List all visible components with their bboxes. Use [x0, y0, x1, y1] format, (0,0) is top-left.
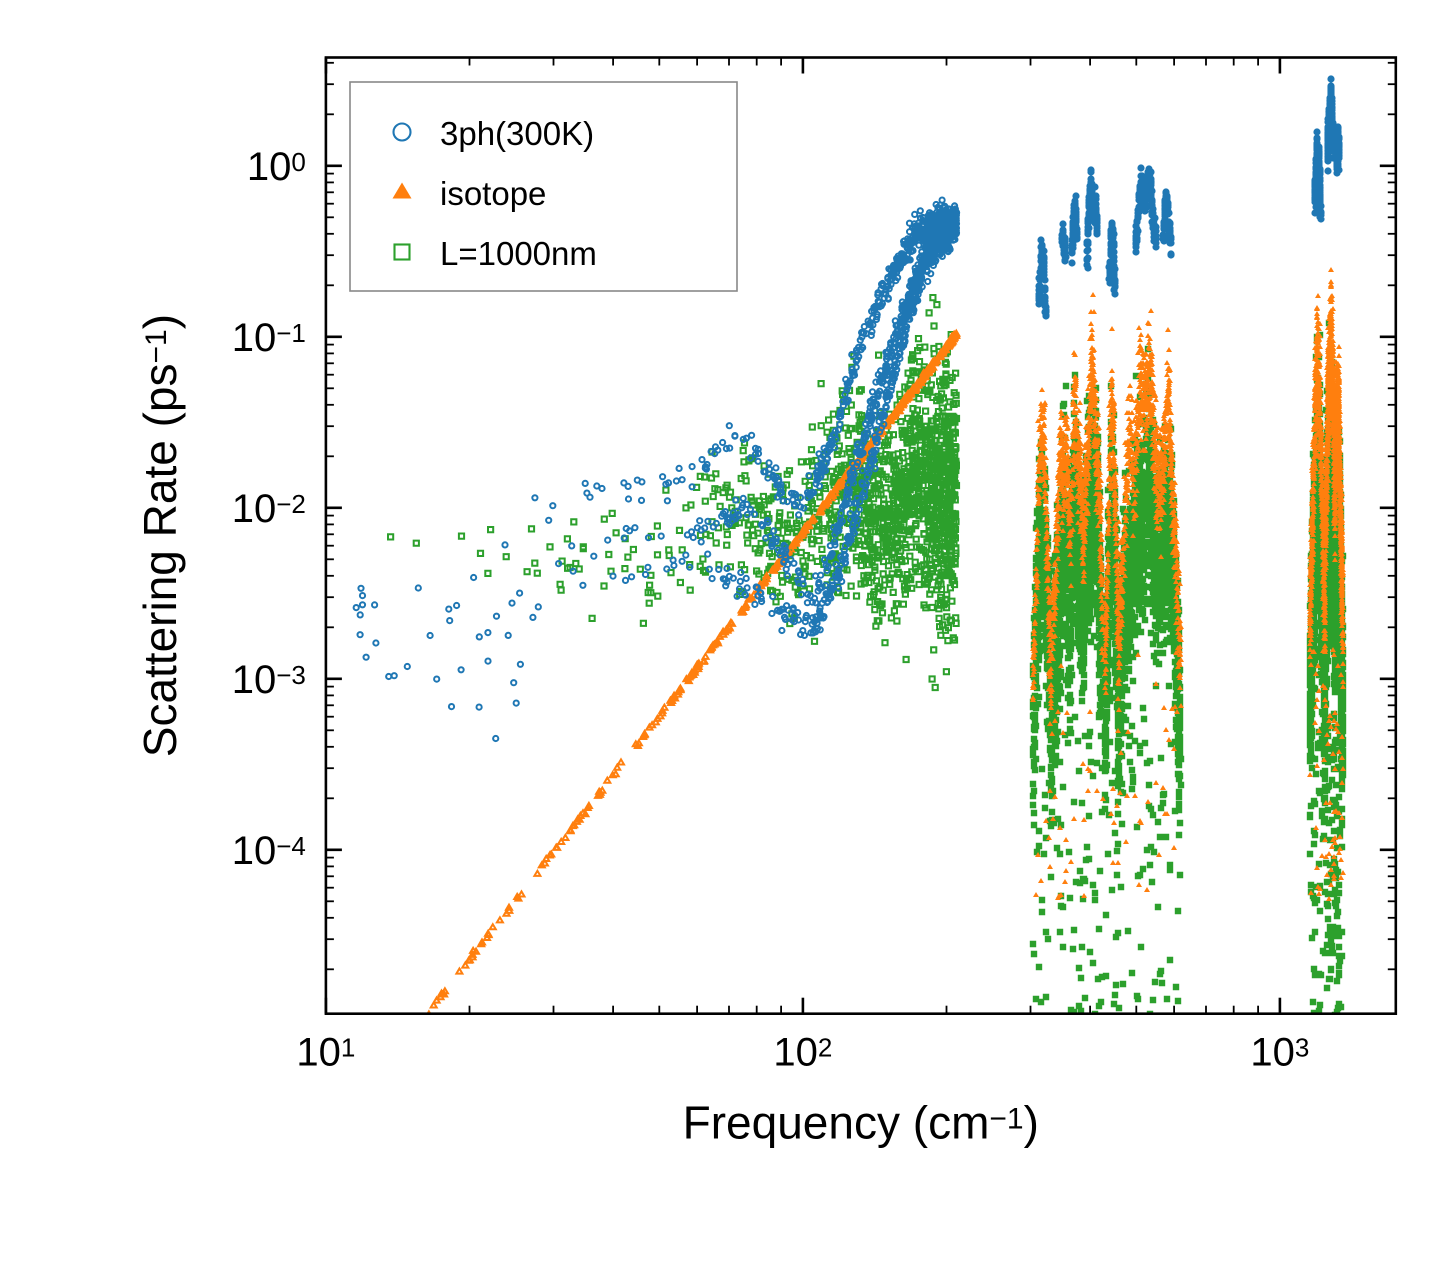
svg-text:100: 100: [247, 145, 306, 189]
svg-text:L=1000nm: L=1000nm: [440, 235, 597, 272]
svg-text:101: 101: [296, 1031, 355, 1075]
svg-text:102: 102: [773, 1031, 832, 1075]
svg-text:10−4: 10−4: [232, 829, 306, 873]
svg-text:10−2: 10−2: [232, 487, 306, 531]
svg-text:3ph(300K): 3ph(300K): [440, 115, 594, 152]
svg-text:10−1: 10−1: [232, 316, 306, 360]
svg-text:Scattering Rate (ps−1): Scattering Rate (ps−1): [134, 314, 186, 757]
svg-text:103: 103: [1250, 1031, 1309, 1075]
svg-text:10−3: 10−3: [232, 658, 306, 702]
svg-text:isotope: isotope: [440, 175, 546, 212]
svg-text:Frequency (cm−1): Frequency (cm−1): [683, 1097, 1039, 1149]
